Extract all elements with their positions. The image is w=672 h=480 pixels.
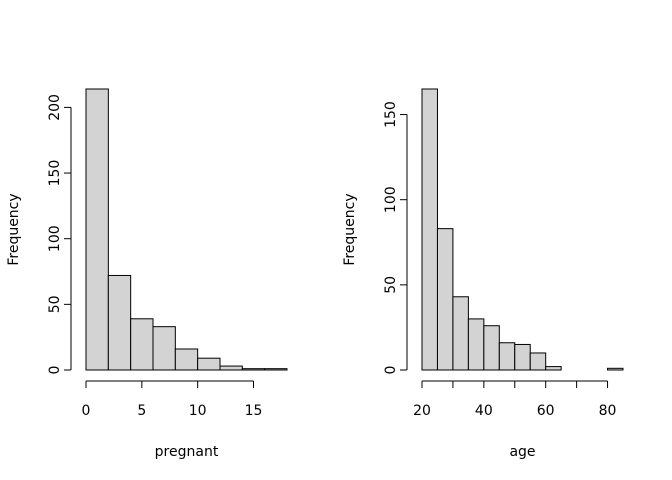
bar [85, 88, 109, 371]
bar [498, 342, 516, 371]
bar [107, 274, 132, 371]
y-axis: 0 50 100 150 [383, 101, 408, 375]
bars [421, 88, 624, 371]
x-tick-label: 60 [537, 403, 555, 419]
bar [529, 352, 547, 371]
bars [85, 88, 288, 371]
y-tick-label: 0 [383, 366, 399, 375]
x-tick-label: 15 [245, 403, 263, 419]
x-tick-label: 5 [137, 403, 146, 419]
bar [197, 357, 221, 371]
bar [241, 368, 266, 371]
x-tick-label: 10 [189, 403, 207, 419]
y-tick-label: 100 [47, 225, 63, 252]
bar [436, 228, 454, 371]
bar [421, 88, 438, 371]
bar [130, 318, 154, 371]
bar [607, 367, 624, 371]
bar [545, 366, 562, 371]
x-axis-label: pregnant [155, 444, 219, 460]
histogram-pregnant: 0 5 10 15 0 50 100 150 200 pregnant Frequency [6, 88, 288, 460]
y-tick-label: 200 [47, 94, 63, 121]
bar [264, 368, 288, 371]
y-tick-label: 50 [383, 276, 399, 294]
bar [452, 296, 469, 371]
bar [152, 326, 176, 371]
y-axis: 0 50 100 150 200 [47, 94, 72, 375]
x-axis: 20 40 60 80 [413, 380, 617, 419]
bar [467, 318, 485, 371]
bar [514, 343, 531, 371]
bar [174, 348, 199, 371]
y-tick-label: 100 [383, 186, 399, 213]
histogram-age: 20 40 60 80 0 50 100 150 age Frequency [342, 88, 624, 460]
bar [219, 365, 243, 371]
y-tick-label: 50 [47, 295, 63, 313]
y-tick-label: 150 [383, 101, 399, 128]
bar [483, 325, 500, 371]
x-tick-label: 40 [475, 403, 493, 419]
y-tick-label: 150 [47, 160, 63, 187]
y-tick-label: 0 [47, 366, 63, 375]
x-axis-label: age [509, 444, 535, 460]
x-tick-label: 0 [82, 403, 91, 419]
x-tick-label: 20 [413, 403, 431, 419]
y-axis-label: Frequency [342, 193, 358, 265]
y-axis-label: Frequency [6, 193, 22, 265]
x-axis: 0 5 10 15 [82, 380, 263, 419]
x-tick-label: 80 [599, 403, 617, 419]
